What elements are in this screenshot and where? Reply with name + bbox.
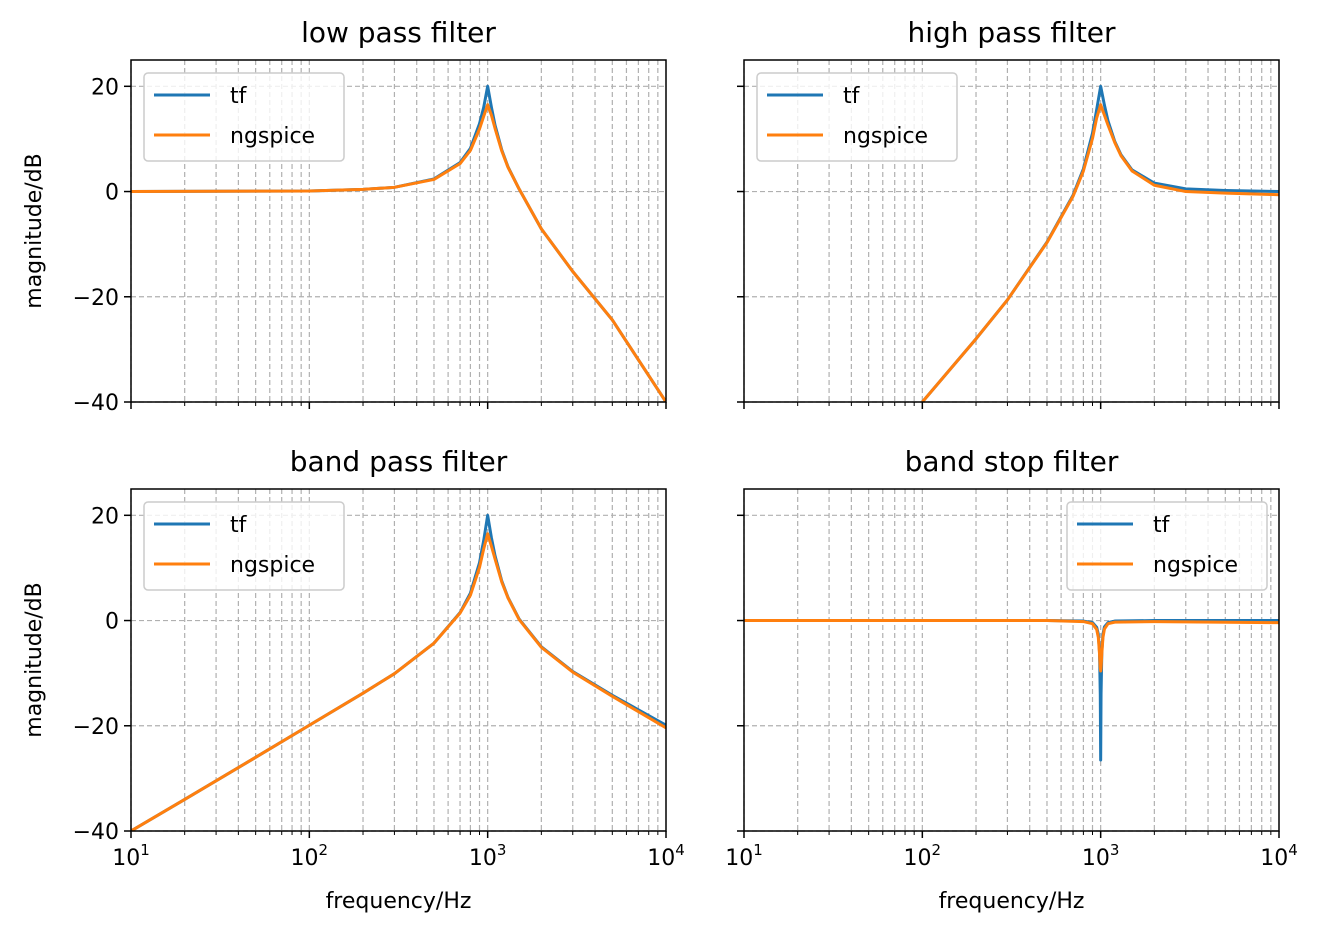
series-line-ngspice [131, 103, 666, 402]
y-tick-label: 20 [91, 504, 119, 529]
x-tick-label: 102 [291, 841, 329, 871]
axes-frame [743, 59, 1280, 403]
subplot-title: band pass filter [290, 445, 508, 478]
x-tick-label: 104 [1260, 841, 1298, 871]
y-axis-label: magnitude/dB [22, 582, 47, 737]
x-tick-label: 102 [904, 841, 942, 871]
legend-label: ngspice [1153, 553, 1238, 578]
series-line-ngspice [131, 532, 666, 831]
legend-label: ngspice [843, 124, 928, 149]
y-tick-label: −20 [73, 715, 119, 740]
legend-label: tf [1153, 513, 1171, 538]
subplot-2: high pass filter tf ngspice [737, 16, 1280, 409]
legend-label: ngspice [230, 553, 315, 578]
x-axis-label: frequency/Hz [939, 889, 1085, 914]
legend-label: tf [230, 84, 248, 109]
subplot-3: 101 102 103 104 −40 −20 0 20 band pass filter fre… [22, 445, 685, 914]
legend: tf ngspice [143, 72, 345, 162]
subplot-title: low pass filter [301, 16, 496, 49]
y-axis-label: magnitude/dB [22, 153, 47, 308]
subplot-1: −40 −20 0 20 low pass filter magnitude/dB tf ng… [22, 16, 667, 416]
subplot-4: 101 102 103 104 band stop filter frequency/Hz… [725, 445, 1298, 914]
axes-frame [130, 59, 667, 403]
legend-label: tf [230, 513, 248, 538]
x-tick-label: 103 [1082, 841, 1120, 871]
series-line-tf [744, 619, 1279, 762]
x-tick-label: 101 [112, 841, 150, 871]
y-tick-label: 0 [105, 610, 119, 635]
y-tick-label: −20 [73, 286, 119, 311]
series-line-ngspice [921, 103, 1279, 402]
x-axis-label: frequency/Hz [326, 889, 472, 914]
x-tick-label: 103 [469, 841, 507, 871]
series-line-ngspice [744, 619, 1279, 673]
y-tick-label: 20 [91, 75, 119, 100]
y-tick-label: −40 [73, 391, 119, 416]
legend-label: ngspice [230, 124, 315, 149]
y-tick-label: −40 [73, 820, 119, 845]
legend: tf ngspice [756, 72, 958, 162]
subplot-title: band stop filter [905, 445, 1119, 478]
axes-frame [130, 488, 667, 832]
subplot-title: high pass filter [907, 16, 1116, 49]
legend: tf ngspice [143, 501, 345, 591]
legend-label: tf [843, 84, 861, 109]
y-tick-label: 0 [105, 181, 119, 206]
x-tick-label: 101 [725, 841, 763, 871]
legend: tf ngspice [1066, 501, 1268, 591]
x-tick-label: 104 [647, 841, 685, 871]
axes-frame [743, 488, 1280, 832]
